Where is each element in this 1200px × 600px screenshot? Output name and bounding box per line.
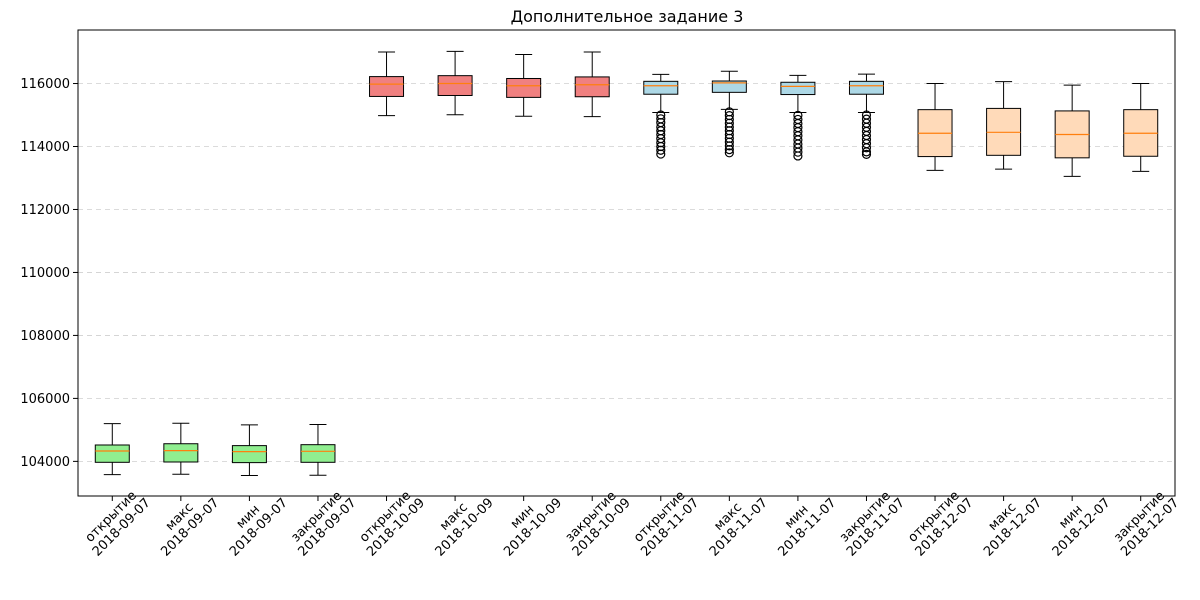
box-body	[94, 444, 130, 463]
y-tick-label: 114000	[20, 140, 70, 155]
chart-title: Дополнительное задание 3	[511, 7, 744, 26]
box-5	[369, 51, 405, 117]
box-12	[848, 73, 884, 159]
box-body	[643, 80, 679, 95]
box-6	[437, 50, 473, 116]
box-9	[643, 73, 679, 159]
y-tick-label: 110000	[20, 266, 70, 281]
box-2	[163, 422, 199, 475]
box-body	[437, 75, 473, 96]
y-tick-label: 108000	[20, 329, 70, 344]
box-11	[780, 74, 816, 161]
box-16	[1123, 83, 1159, 172]
box-body	[163, 443, 199, 463]
outlier-point	[724, 145, 734, 155]
box-13	[917, 83, 953, 171]
box-14	[986, 81, 1022, 170]
box-body	[506, 77, 542, 98]
y-axis: 104000 106000 108000 110000 112000 114000 1160…	[20, 77, 78, 470]
box-body	[780, 81, 816, 96]
outlier-point	[861, 149, 872, 159]
y-tick-label: 104000	[20, 455, 70, 470]
plot-frame	[77, 29, 1176, 497]
y-tick-label: 116000	[20, 77, 70, 92]
box-7	[506, 54, 542, 117]
outlier-point	[724, 148, 734, 158]
box-body	[848, 80, 884, 95]
box-4	[300, 424, 336, 476]
outlier-point	[793, 151, 803, 161]
box-10	[711, 70, 747, 158]
y-tick-label: 106000	[20, 392, 70, 407]
outlier-point	[861, 143, 872, 153]
y-tick-label: 112000	[20, 203, 70, 218]
boxes-layer	[94, 50, 1159, 477]
box-8	[574, 51, 610, 118]
box-body	[369, 76, 405, 97]
box-body	[711, 80, 747, 93]
outlier-point	[861, 147, 872, 157]
outlier-point	[793, 147, 803, 157]
box-body	[231, 445, 267, 464]
box-3	[231, 424, 267, 477]
outlier-point	[656, 149, 666, 159]
box-body	[300, 444, 336, 463]
outlier-point	[724, 141, 734, 151]
box-15	[1054, 84, 1090, 177]
box-body	[574, 76, 610, 98]
box-1	[94, 423, 130, 476]
outlier-point	[656, 145, 666, 155]
